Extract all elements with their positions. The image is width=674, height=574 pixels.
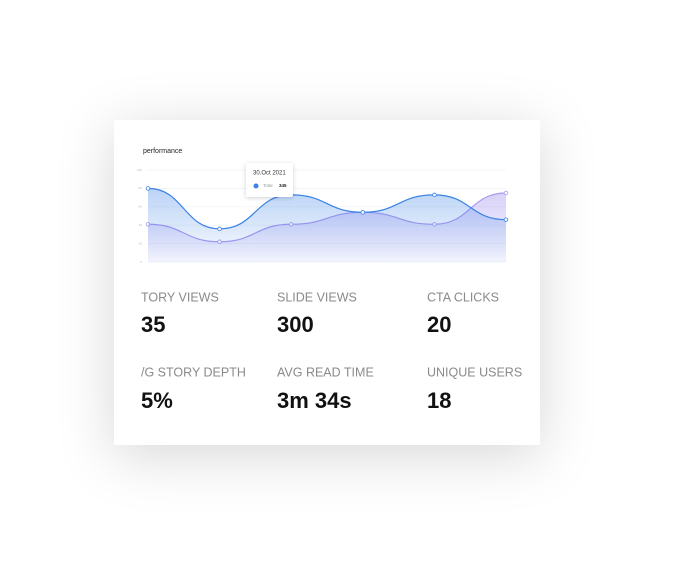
stat-value: 5% xyxy=(141,388,173,413)
tooltip: 30.Oct 2021 Total 345 xyxy=(246,163,293,197)
stat-value: 300 xyxy=(277,312,314,337)
point xyxy=(360,210,365,215)
tooltip-box xyxy=(246,163,293,197)
tooltip-value: 345 xyxy=(279,183,287,188)
card xyxy=(114,120,540,445)
tooltip-label: Total xyxy=(263,183,273,188)
point xyxy=(432,192,437,198)
tooltip-date: 30.Oct 2021 xyxy=(253,171,286,177)
point xyxy=(145,186,151,191)
point xyxy=(217,226,222,232)
stat-value: 35 xyxy=(141,312,165,337)
stat-label: TORY VIEWS xyxy=(141,290,219,304)
y-tick-label: 80 xyxy=(139,186,143,190)
stat-label: AVG READ TIME xyxy=(277,365,374,379)
point xyxy=(503,217,509,222)
stat-value: 3m 34s xyxy=(277,388,352,413)
stats: TORY VIEWS 35 SLIDE VIEWS 300 CTA CLICKS 20/G… xyxy=(141,290,522,413)
plot: 0 20 40 60 80 100 xyxy=(137,168,509,264)
series-line xyxy=(147,187,507,230)
stat-label: SLIDE VIEWS xyxy=(277,290,357,304)
y-tick-label: 20 xyxy=(139,241,143,245)
series-area xyxy=(148,188,506,262)
stat-value: 20 xyxy=(427,312,451,337)
y-tick-label: 0 xyxy=(140,260,142,264)
y-tick-label: 100 xyxy=(137,168,142,172)
stat-label: CTA CLICKS xyxy=(427,290,499,304)
tooltip-dot xyxy=(253,183,259,189)
chart-title: performance xyxy=(143,148,182,155)
stat-value: 18 xyxy=(427,388,451,413)
point xyxy=(503,190,509,196)
y-tick-label: 60 xyxy=(139,205,143,209)
y-tick-label: 40 xyxy=(139,223,143,227)
stat-label: /G STORY DEPTH xyxy=(141,365,246,379)
stat-label: UNIQUE USERS xyxy=(427,365,522,379)
